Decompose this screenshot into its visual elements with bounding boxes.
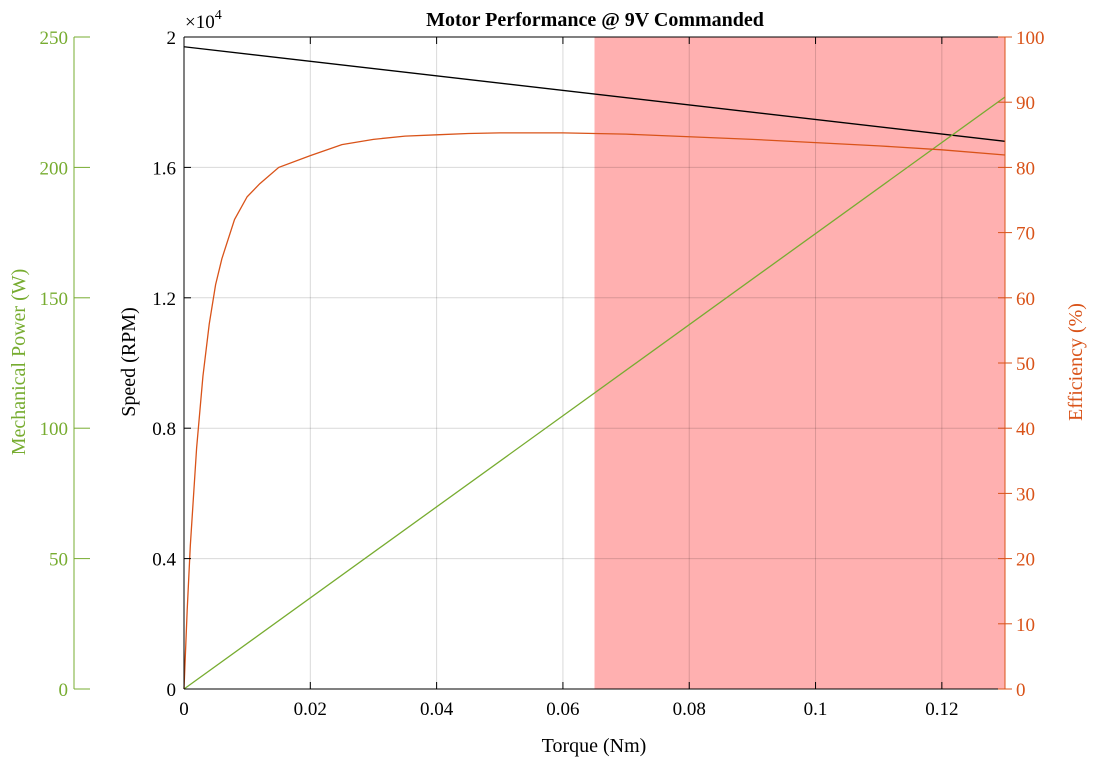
efficiency-tick-label: 30 [1016, 484, 1035, 505]
x-tick-label: 0.12 [925, 699, 958, 720]
speed-axis-label: Speed (RPM) [118, 307, 140, 416]
speed-line [183, 46, 1006, 142]
speed-tick-label: 0.8 [152, 419, 176, 440]
x-tick-label: 0.1 [804, 699, 828, 720]
power-tick-label: 50 [49, 550, 68, 571]
power-tick-label: 150 [40, 289, 69, 310]
x-tick-label: 0.04 [420, 699, 454, 720]
efficiency-tick-label: 20 [1016, 550, 1035, 571]
series-layer [183, 46, 1006, 690]
power-axis-label: Mechanical Power (W) [8, 269, 30, 456]
efficiency-tick-label: 80 [1016, 158, 1035, 179]
exponent-power: 4 [215, 8, 222, 23]
efficiency-tick-label: 70 [1016, 224, 1035, 245]
x-axis-label: Torque (Nm) [542, 735, 647, 757]
x-tick-label: 0.06 [546, 699, 579, 720]
exponent-base: ×10 [185, 12, 215, 33]
grid-layer [184, 37, 1005, 689]
efficiency-tick-label: 90 [1016, 93, 1035, 114]
efficiency-tick-label: 100 [1016, 28, 1045, 49]
power-tick-label: 0 [59, 680, 69, 701]
speed-tick-label: 2 [167, 28, 177, 49]
chart-title: Motor Performance @ 9V Commanded [426, 9, 764, 31]
speed-tick-label: 1.6 [152, 158, 176, 179]
axes-layer: 0 0.02 0.04 0.06 0.08 0.1 0.1200.40.81.21.6201… [40, 28, 1045, 720]
efficiency-tick-label: 0 [1016, 680, 1026, 701]
x-tick-label: 0 [179, 699, 189, 720]
efficiency-tick-label: 10 [1016, 615, 1035, 636]
x-tick-label: 0.02 [294, 699, 327, 720]
power-line [183, 96, 1006, 690]
power-tick-label: 250 [40, 28, 69, 49]
efficiency-tick-label: 50 [1016, 354, 1035, 375]
speed-tick-label: 0 [167, 680, 177, 701]
speed-tick-label: 0.4 [152, 550, 176, 571]
efficiency-tick-label: 60 [1016, 289, 1035, 310]
power-tick-label: 200 [40, 158, 69, 179]
speed-tick-label: 1.2 [152, 289, 176, 310]
x-tick-label: 0.08 [673, 699, 706, 720]
power-tick-label: 100 [40, 419, 69, 440]
speed-axis-exponent: ×104 [185, 8, 222, 33]
efficiency-line [183, 132, 1006, 690]
efficiency-tick-label: 40 [1016, 419, 1035, 440]
efficiency-axis-label: Efficiency (%) [1065, 303, 1087, 421]
